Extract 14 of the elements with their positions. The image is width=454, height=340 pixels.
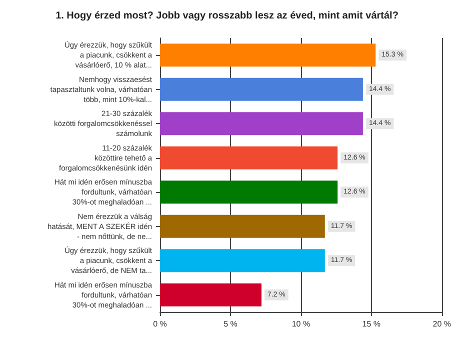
- x-tick-label: 15 %: [362, 320, 381, 328]
- bar: [160, 78, 363, 101]
- bar: [160, 44, 376, 67]
- bar: [160, 214, 325, 238]
- chart-title: 1. Hogy érzed most? Jobb vagy rosszabb lesz az éved, mint amit vártál?: [56, 10, 398, 22]
- bar: [160, 249, 325, 272]
- x-tick-label: 20 %: [432, 320, 451, 328]
- bar: [160, 112, 363, 136]
- bar: [160, 283, 262, 306]
- x-tick-label: 0 %: [153, 320, 167, 328]
- bar: [160, 146, 338, 170]
- x-tick-label: 5 %: [224, 320, 238, 328]
- x-tick-label: 10 %: [292, 320, 310, 328]
- bar: [160, 180, 338, 204]
